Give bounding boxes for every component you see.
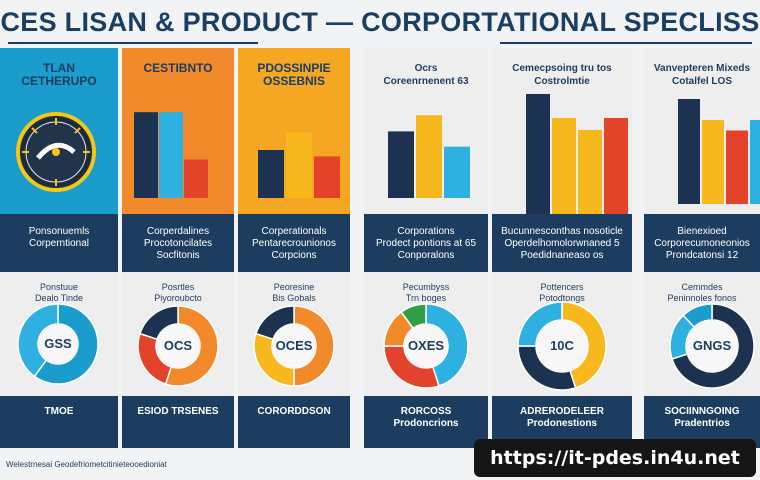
bar-B bbox=[416, 115, 442, 198]
panel-3-foot-text: CORORDDSON bbox=[257, 406, 331, 417]
panel-6: Vanvepteren Mixeds Cotalfel LOS Bienexio… bbox=[644, 48, 760, 468]
panel-3-footer: CORORDDSON bbox=[238, 396, 350, 448]
panel-2-footer: ESIOD TRSENES bbox=[122, 396, 234, 448]
bar-C bbox=[444, 146, 470, 198]
panel-5-band-text: Bucunnesconthas nosoticle Operdelhomolor… bbox=[501, 226, 623, 261]
panel-1-band-text: Ponsonuemls Corperntional bbox=[28, 226, 90, 249]
bar-chart-4 bbox=[526, 94, 628, 214]
bar-chart-2 bbox=[258, 132, 340, 198]
panel-6-band: Bienexioed Corporecumoneonios Prondcaton… bbox=[644, 214, 760, 272]
donut-hole bbox=[272, 324, 316, 368]
donut-chart-1 bbox=[17, 303, 99, 385]
donut-chart-2 bbox=[137, 305, 219, 387]
bar-C bbox=[184, 159, 208, 198]
panel-2-title: CESTIBNTO bbox=[143, 61, 213, 75]
title-divider-right bbox=[500, 42, 752, 44]
bar-D bbox=[750, 120, 760, 204]
panel-5-title: Cemecpsoing tru tos Costrolmtie bbox=[512, 63, 612, 87]
panel-2: CESTIBNTO Corperdalines Procotoncilates … bbox=[122, 48, 234, 468]
panel-6-title: Vanvepteren Mixeds Cotalfel LOS bbox=[653, 63, 751, 87]
panel-5-top: Cemecpsoing tru tos Costrolmtie bbox=[492, 48, 632, 214]
panel-3-title: PDOSSINPIE OSSEBNIS bbox=[257, 61, 331, 88]
bar-A bbox=[388, 131, 414, 198]
donut-6-label: GNGS bbox=[692, 338, 732, 353]
donut-2-label: OCS bbox=[163, 338, 193, 353]
donut-chart-4 bbox=[383, 303, 469, 389]
bar-B bbox=[702, 120, 724, 204]
bar-A bbox=[258, 150, 284, 198]
bar-chart-3 bbox=[388, 115, 470, 198]
donut-hole bbox=[686, 320, 738, 372]
panel-6-foot-text: SOCIINNGOING Pradentrios bbox=[664, 406, 740, 429]
donut-1-label: GSS bbox=[44, 336, 72, 351]
panel-2-lower: Posrtles Piyoroubcto OCS bbox=[122, 272, 234, 396]
panel-4-top: Ocrs Coreenrnenent 63 bbox=[364, 48, 488, 214]
bar-C bbox=[314, 156, 340, 198]
panel-2-caption: Posrtles Piyoroubcto bbox=[154, 282, 202, 303]
panel-3-band: Corperationals Pentarecrounionos Corpcio… bbox=[238, 214, 350, 272]
panel-4-foot-text: RORCOSS Prodoncrions bbox=[393, 406, 459, 429]
donut-hole bbox=[156, 324, 200, 368]
donut-hole bbox=[404, 324, 448, 368]
donut-chart-5 bbox=[517, 301, 607, 391]
panel-2-top: CESTIBNTO bbox=[122, 48, 234, 214]
panel-5-lower: Pottencers Potodtongs 10C bbox=[492, 272, 632, 396]
panel-5-band: Bucunnesconthas nosoticle Operdelhomolor… bbox=[492, 214, 632, 272]
title-divider-left bbox=[8, 42, 258, 44]
panel-1-foot-text: TMOE bbox=[44, 406, 74, 417]
bar-A bbox=[678, 99, 700, 204]
bar-B bbox=[552, 118, 576, 214]
bar-B bbox=[286, 132, 312, 198]
panel-2-band: Corperdalines Procotoncilates Socfitonis bbox=[122, 214, 234, 272]
donut-hole bbox=[536, 320, 588, 372]
donut-4-label: OXES bbox=[407, 338, 445, 353]
panel-2-foot-text: ESIOD TRSENES bbox=[137, 406, 219, 417]
gauge-icon bbox=[16, 112, 96, 192]
panel-4-lower: Pecumbyss Trn boges OXES bbox=[364, 272, 488, 396]
panel-5-foot-text: ADRERODELEER Prodonestions bbox=[520, 406, 604, 429]
panel-1-footer: TMOE bbox=[0, 396, 118, 448]
panel-5-caption: Pottencers Potodtongs bbox=[539, 282, 585, 303]
donut-hole bbox=[38, 324, 78, 364]
panel-4-band: Corporations Prodect pontions at 65 Conp… bbox=[364, 214, 488, 272]
donut-chart-3 bbox=[253, 305, 335, 387]
panel-5: Cemecpsoing tru tos Costrolmtie Bucunnes… bbox=[492, 48, 632, 468]
panel-4-title: Ocrs Coreenrnenent 63 bbox=[383, 63, 469, 87]
bar-C bbox=[726, 130, 748, 204]
panel-6-lower: Cemmdes Peninnoles fonos GNGS bbox=[644, 272, 760, 396]
panel-3-band-text: Corperationals Pentarecrounionos Corpcio… bbox=[252, 226, 336, 261]
bar-B bbox=[159, 112, 183, 198]
panel-6-band-text: Bienexioed Corporecumoneonios Prondcaton… bbox=[654, 226, 750, 261]
panel-3: PDOSSINPIE OSSEBNIS Corperationals Penta… bbox=[238, 48, 350, 468]
panel-3-top: PDOSSINPIE OSSEBNIS bbox=[238, 48, 350, 214]
bar-D bbox=[604, 118, 628, 214]
panel-4-caption: Pecumbyss Trn boges bbox=[402, 282, 450, 303]
page-title: CES LISAN & PRODUCT — CORPORTATIONAL SPE… bbox=[0, 7, 760, 37]
bar-A bbox=[526, 94, 550, 214]
bar-chart-1 bbox=[134, 112, 208, 198]
panel-4-footer: RORCOSS Prodoncrions bbox=[364, 396, 488, 448]
panel-1-lower: Ponstuue Dealo Tinde GSS bbox=[0, 272, 118, 396]
panel-4-band-text: Corporations Prodect pontions at 65 Conp… bbox=[375, 226, 477, 261]
bar-chart-5 bbox=[678, 99, 760, 204]
bar-C bbox=[578, 130, 602, 214]
bar-A bbox=[134, 112, 158, 198]
panel-3-lower: Peoresine Bis Gobals OCES bbox=[238, 272, 350, 396]
panel-6-top: Vanvepteren Mixeds Cotalfel LOS bbox=[644, 48, 760, 214]
panel-4: Ocrs Coreenrnenent 63 Corporations Prode… bbox=[364, 48, 488, 468]
panel-1: TLAN CETHERUPO Ponsonuemls Corperntional… bbox=[0, 48, 118, 468]
donut-3-label: OCES bbox=[275, 338, 313, 353]
panel-2-band-text: Corperdalines Procotoncilates Socfitonis bbox=[143, 226, 213, 261]
panel-1-caption: Ponstuue Dealo Tinde bbox=[34, 282, 84, 303]
donut-chart-6 bbox=[669, 303, 755, 389]
donut-5-label: 10C bbox=[550, 338, 574, 353]
watermark-url[interactable]: https://it-pdes.in4u.net bbox=[474, 439, 756, 477]
panel-6-caption: Cemmdes Peninnoles fonos bbox=[667, 282, 737, 303]
panel-1-title: TLAN CETHERUPO bbox=[21, 61, 97, 88]
footer-note: Welestrnesai Geodefriometcitinieteooedio… bbox=[6, 460, 167, 469]
panel-1-band: Ponsonuemls Corperntional bbox=[0, 214, 118, 272]
panel-1-top: TLAN CETHERUPO bbox=[0, 48, 118, 214]
panel-3-caption: Peoresine Bis Gobals bbox=[272, 282, 316, 303]
